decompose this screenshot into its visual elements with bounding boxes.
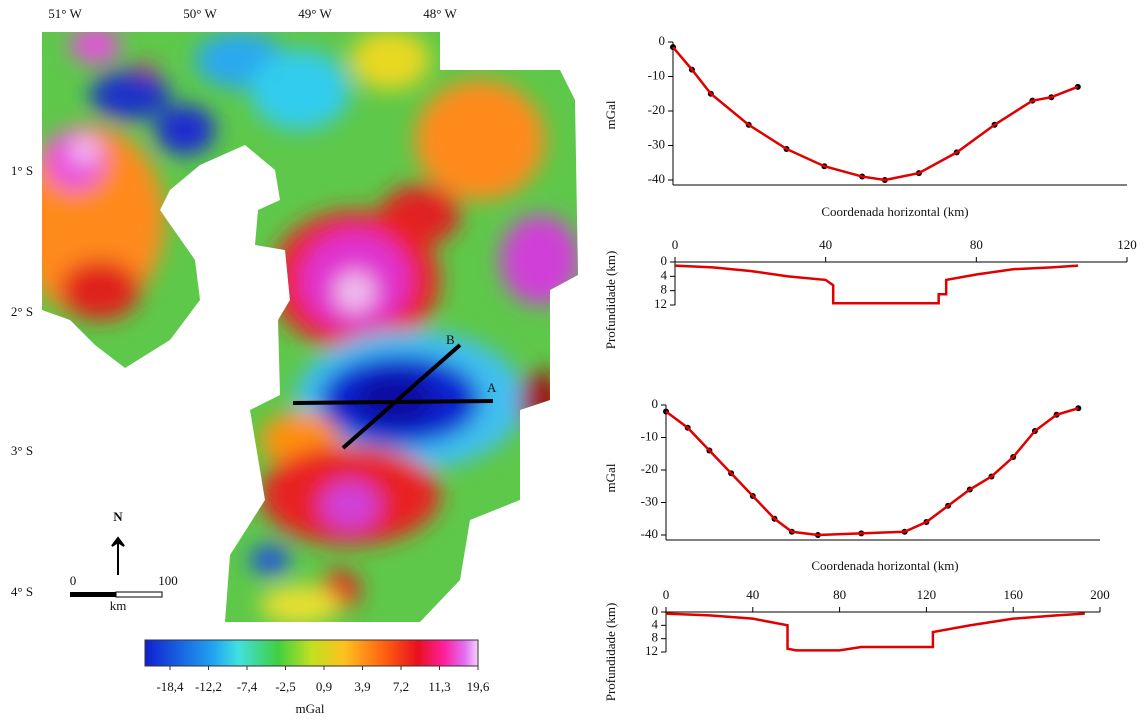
y-tick-label: 8 — [661, 282, 668, 297]
north-label: N — [113, 509, 123, 524]
profile-b — [341, 343, 462, 450]
profile-label: A — [487, 380, 497, 395]
profile-line — [672, 46, 1079, 182]
x-tick-label: 120 — [1117, 237, 1137, 252]
y-axis-label: mGal — [603, 100, 618, 129]
scale-unit: km — [110, 598, 127, 613]
colorbar-label: -7,4 — [237, 679, 258, 694]
y-tick-label: 0 — [661, 253, 668, 268]
longitude-label: 50° W — [183, 6, 217, 21]
scale-bar — [115, 591, 163, 598]
profile-line — [665, 612, 1085, 652]
profile-line — [674, 264, 1079, 305]
x-tick-label: 160 — [1003, 587, 1023, 602]
y-axis-label: Profundidade (km) — [603, 603, 618, 702]
latitude-label: 3° S — [11, 443, 33, 458]
y-axis-label: mGal — [603, 463, 618, 492]
longitude-label: 49° W — [298, 6, 332, 21]
y-tick-label: -30 — [641, 493, 658, 508]
x-tick-label: 200 — [1090, 587, 1110, 602]
scale-bar — [70, 592, 116, 597]
latitude-label: 1° S — [11, 163, 33, 178]
colorbar — [144, 639, 479, 667]
y-tick-label: -40 — [641, 526, 658, 541]
colorbar-label: -2,5 — [275, 679, 296, 694]
y-tick-label: -20 — [648, 102, 665, 117]
scale-label: 0 — [70, 573, 77, 588]
x-tick-label: 120 — [917, 587, 937, 602]
y-tick-label: -20 — [641, 461, 658, 476]
colorbar-label: 19,6 — [467, 679, 490, 694]
x-tick-label: 0 — [663, 587, 670, 602]
y-tick-label: 4 — [661, 267, 668, 282]
colorbar-label: 7,2 — [393, 679, 409, 694]
latitude-label: 4° S — [11, 584, 33, 599]
y-tick-label: 0 — [652, 396, 659, 411]
y-tick-label: 4 — [652, 616, 659, 631]
y-tick-label: 0 — [659, 33, 666, 48]
x-tick-label: 40 — [746, 587, 759, 602]
profile-line — [665, 407, 1079, 537]
colorbar-label: 3,9 — [354, 679, 370, 694]
y-tick-label: 12 — [654, 296, 667, 311]
longitude-label: 51° W — [48, 6, 82, 21]
y-axis-label: Profundidade (km) — [603, 251, 618, 350]
x-tick-label: 80 — [970, 237, 983, 252]
colorbar-label: -12,2 — [195, 679, 222, 694]
colorbar-unit: mGal — [296, 701, 325, 716]
colorbar-label: -18,4 — [156, 679, 184, 694]
y-tick-label: 8 — [652, 630, 659, 645]
x-tick-label: 80 — [833, 587, 846, 602]
x-tick-label: 40 — [819, 237, 832, 252]
x-axis-label: Coordenada horizontal (km) — [821, 204, 968, 219]
latitude-label: 2° S — [11, 304, 33, 319]
longitude-label: 48° W — [423, 6, 457, 21]
colorbar-label: 0,9 — [316, 679, 332, 694]
anomaly-map — [42, 32, 578, 622]
profile-label: B — [446, 332, 455, 347]
x-axis-label: Coordenada horizontal (km) — [811, 558, 958, 573]
y-tick-label: -40 — [648, 171, 665, 186]
north-arrow — [111, 536, 125, 575]
colorbar-label: 11,3 — [428, 679, 450, 694]
x-tick-label: 0 — [672, 237, 679, 252]
y-tick-label: -10 — [648, 67, 665, 82]
y-tick-label: -30 — [648, 136, 665, 151]
y-tick-label: -10 — [641, 428, 658, 443]
y-tick-label: 12 — [645, 643, 658, 658]
scale-label: 100 — [158, 573, 178, 588]
y-tick-label: 0 — [652, 603, 659, 618]
